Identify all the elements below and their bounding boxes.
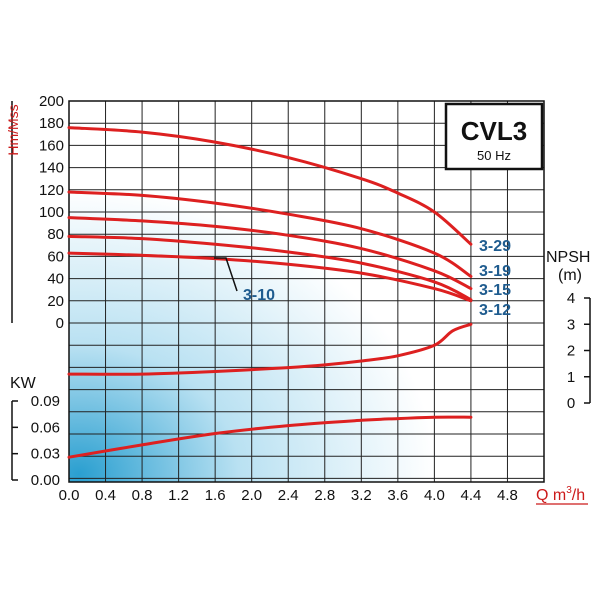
- head-tick-label: 20: [47, 293, 64, 310]
- curve-3-19: [67, 190, 473, 278]
- head-tick-label: 80: [47, 226, 64, 243]
- head-tick-label: 40: [47, 271, 64, 288]
- series-leader-3-10: [214, 257, 238, 292]
- x-tick-label: 0.0: [59, 487, 80, 504]
- x-tick-label: 2.8: [314, 487, 335, 504]
- series-label-3-12: 3-12: [479, 302, 511, 319]
- x-tick-label: 1.6: [205, 487, 226, 504]
- head-tick-label: 100: [39, 204, 64, 221]
- series-label-3-10: 3-10: [243, 287, 275, 304]
- series-label-3-19: 3-19: [479, 263, 511, 280]
- tick-labels: 0.0 0.4 0.8 1.2 1.6 2.0 2.4 2.8 3.2 3.6 4.0 4.4 4.8 2…: [12, 93, 590, 504]
- plot-border: [68, 100, 545, 483]
- power-curve: [67, 415, 473, 459]
- x-tick-label: 1.2: [168, 487, 189, 504]
- x-tick-label: 2.0: [241, 487, 262, 504]
- curves: [67, 126, 473, 459]
- x-tick-label: 3.6: [387, 487, 408, 504]
- chart-title: CVL3: [461, 116, 527, 146]
- x-tick-label: 0.4: [95, 487, 116, 504]
- head-tick-label: 180: [39, 115, 64, 132]
- x-tick-label: 0.8: [132, 487, 153, 504]
- curve-3-29: [67, 126, 473, 246]
- head-axis-label: Hm/Mss: [5, 104, 21, 155]
- head-tick-label: 120: [39, 182, 64, 199]
- curve-3-15: [67, 216, 473, 291]
- series-label-3-29: 3-29: [479, 238, 511, 255]
- npsh-tick-label: 4: [567, 290, 575, 307]
- x-tick-label: 4.4: [460, 487, 481, 504]
- head-tick-label: 60: [47, 248, 64, 265]
- power-tick-label: 0.09: [31, 393, 60, 410]
- npsh-curve: [67, 322, 473, 376]
- x-tick-label: 2.4: [278, 487, 299, 504]
- curve-3-10: [67, 251, 473, 303]
- power-tick-label: 0.00: [31, 472, 60, 489]
- head-tick-label: 140: [39, 160, 64, 177]
- npsh-tick-label: 2: [567, 343, 575, 360]
- chart-subtitle: 50 Hz: [477, 148, 511, 163]
- npsh-axis-unit: (m): [558, 267, 582, 284]
- x-axis-label: Q m3/h: [536, 485, 585, 504]
- x-tick-label: 4.0: [424, 487, 445, 504]
- x-tick-label: 3.2: [351, 487, 372, 504]
- npsh-tick-label: 1: [567, 369, 575, 386]
- npsh-tick-label: 0: [567, 395, 575, 412]
- series-label-3-15: 3-15: [479, 282, 511, 299]
- power-axis-label: KW: [10, 375, 37, 392]
- power-tick-label: 0.03: [31, 446, 60, 463]
- x-tick-label: 4.8: [497, 487, 518, 504]
- power-tick-label: 0.06: [31, 419, 60, 436]
- npsh-tick-label: 3: [567, 316, 575, 333]
- npsh-axis-label: NPSH: [546, 249, 590, 266]
- curve-3-12: [67, 234, 473, 302]
- title-box: [444, 102, 544, 171]
- head-tick-label: 200: [39, 93, 64, 110]
- head-tick-label: 0: [56, 315, 64, 332]
- head-tick-label: 160: [39, 137, 64, 154]
